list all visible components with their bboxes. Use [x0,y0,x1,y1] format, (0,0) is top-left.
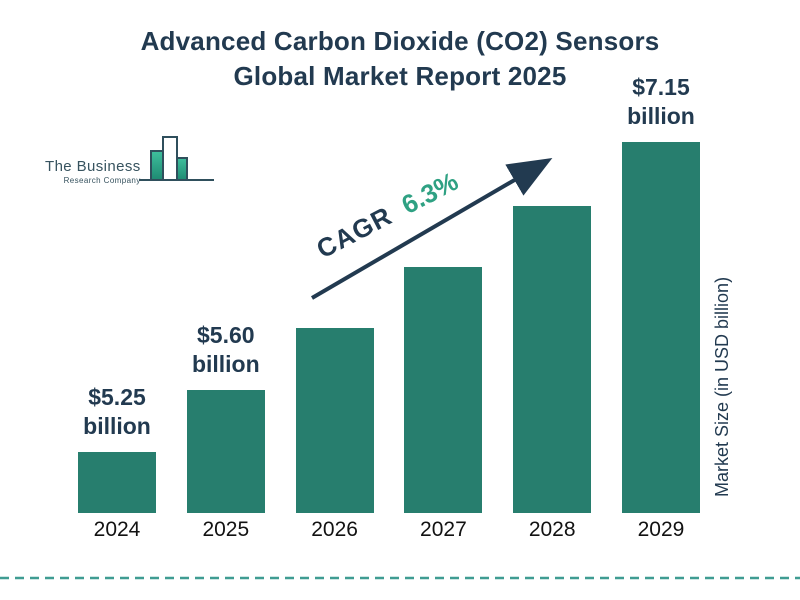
year-label-2028: 2028 [528,518,576,541]
year-label-2027: 2027 [420,518,467,541]
logo-name: The Business [45,158,141,175]
dashed-divider [0,568,800,580]
bar-2027 [404,267,483,513]
bar-2026 [295,328,374,513]
bar-column-2029: $7.15 billion 2029 [621,73,700,545]
bar-column-2027: 2027 [404,267,483,545]
company-logo: The Business Research Company [45,134,215,191]
logo-text: The Business Research Company [45,159,141,185]
title-line-1: Advanced Carbon Dioxide (CO2) Sensors [140,26,660,56]
title-line-2: Global Market Report 2025 [233,61,567,91]
year-label-2029: 2029 [637,518,685,541]
bar-2025 [186,390,265,513]
bar-column-2026: 2026 [295,328,374,545]
bar-value-label-2029: $7.15 billion [627,74,695,129]
y-axis-label: Market Size (in USD billion) [712,276,732,498]
bar-value-label-2024: $5.25 billion [83,384,151,439]
logo-subname: Research Company [63,176,141,185]
bar-column-2028: 2028 [513,206,592,545]
bar-value-label-2025: $5.60 billion [191,322,260,377]
bar-column-2024: $5.25 billion 2024 [78,383,156,545]
bar-group: $5.25 billion 2024 $5.60 billion 2025 2026 2027… [78,0,700,545]
bar-2029 [621,142,700,513]
growth-arrow-icon [292,146,570,319]
bar-chart-logo-icon [138,134,215,191]
bar-column-2025: $5.60 billion 2025 [186,321,265,545]
bar-2024 [78,452,156,513]
bar-2028 [513,206,592,513]
year-label-2026: 2026 [311,518,358,541]
year-label-2025: 2025 [202,518,250,541]
year-label-2024: 2024 [93,518,141,541]
page-title: Advanced Carbon Dioxide (CO2) Sensors Gl… [0,24,800,94]
